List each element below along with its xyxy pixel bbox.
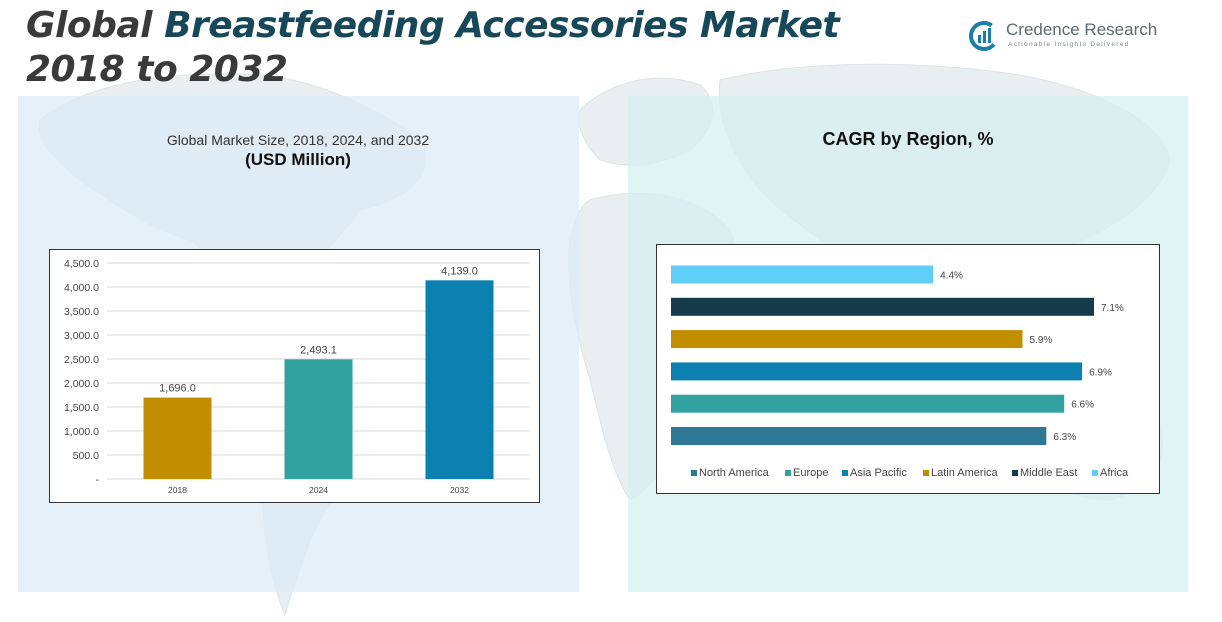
logo-name: Credence Research — [1006, 20, 1158, 39]
legend-entry: Asia Pacific — [850, 467, 907, 479]
legend-entry: Europe — [793, 467, 828, 479]
hbar-value-label: 7.1% — [1101, 303, 1124, 314]
bar-value-label: 4,139.0 — [441, 265, 478, 277]
y-tick-label: 2,000.0 — [64, 378, 99, 390]
legend-swatch-3 — [923, 470, 929, 476]
cagr-chart: 6.3% 6.6% 6.9% 5.9% 7.1% 4.4% North America Eur… — [656, 244, 1160, 494]
page-title: Global Breastfeeding Accessories Market … — [26, 4, 926, 92]
market-size-chart-unit: (USD Million) — [245, 150, 351, 169]
legend-swatch-0 — [691, 470, 697, 476]
hbar-value-label: 6.3% — [1053, 432, 1076, 443]
legend-swatch-1 — [785, 470, 791, 476]
x-tick-label: 2032 — [450, 485, 469, 495]
hbar-value-label: 6.6% — [1071, 400, 1094, 411]
title-part-global: Global — [26, 5, 153, 46]
hbar-value-label: 6.9% — [1089, 367, 1112, 378]
hbar-north-america — [671, 427, 1047, 445]
cagr-hbar-chart-svg: 6.3% 6.6% 6.9% 5.9% 7.1% 4.4% North America Eur… — [671, 265, 1129, 479]
title-part-years: 2018 to 2032 — [26, 49, 288, 90]
legend-entry: Africa — [1100, 467, 1129, 479]
cagr-chart-title: CAGR by Region, % — [822, 129, 994, 149]
legend-entry: Middle East — [1020, 467, 1077, 479]
legend-entry: Latin America — [931, 467, 999, 479]
bar-value-label: 1,696.0 — [159, 383, 196, 395]
market-size-chart-title: Global Market Size, 2018, 2024, and 2032 — [166, 132, 430, 148]
hbar-europe — [671, 394, 1065, 413]
title-part-market: Breastfeeding Accessories Market — [164, 5, 840, 46]
y-tick-label: 4,500.0 — [64, 258, 99, 270]
bar-2032 — [425, 280, 494, 479]
y-tick-label: 4,000.0 — [64, 282, 99, 294]
credence-research-logo[interactable]: Credence Research Actionable Insights De… — [968, 18, 1168, 54]
logo-mark-icon — [969, 21, 999, 51]
hbar-value-label: 5.9% — [1030, 335, 1053, 346]
y-tick-label: 1,500.0 — [64, 402, 99, 414]
bar-2024 — [284, 359, 353, 479]
x-tick-label: 2018 — [168, 485, 187, 495]
hbar-value-label: 4.4% — [940, 271, 963, 282]
legend-swatch-2 — [842, 470, 848, 476]
hbar-asia-pacific — [671, 362, 1083, 381]
bar-2018 — [143, 397, 212, 479]
legend-swatch-4 — [1012, 470, 1018, 476]
bar-value-label: 2,493.1 — [300, 344, 337, 356]
hbar-africa — [671, 265, 934, 284]
y-tick-label: - — [96, 474, 100, 486]
y-tick-label: 3,500.0 — [64, 306, 99, 318]
x-tick-label: 2024 — [309, 485, 328, 495]
hbar-middle-east — [671, 297, 1094, 316]
legend-entry: North America — [699, 467, 770, 479]
y-tick-label: 3,000.0 — [64, 330, 99, 342]
legend-swatch-5 — [1092, 470, 1098, 476]
market-size-bar-chart-svg: - 500.0 1,000.0 1,500.0 2,000.0 2,500.0 3,000.… — [64, 258, 530, 495]
market-size-chart: - 500.0 1,000.0 1,500.0 2,000.0 2,500.0 3,000.… — [49, 249, 540, 503]
logo-tagline: Actionable Insights Delivered — [1008, 41, 1130, 48]
y-tick-label: 2,500.0 — [64, 354, 99, 366]
hbar-latin-america — [671, 330, 1023, 349]
y-tick-label: 500.0 — [73, 450, 99, 462]
y-tick-label: 1,000.0 — [64, 426, 99, 438]
